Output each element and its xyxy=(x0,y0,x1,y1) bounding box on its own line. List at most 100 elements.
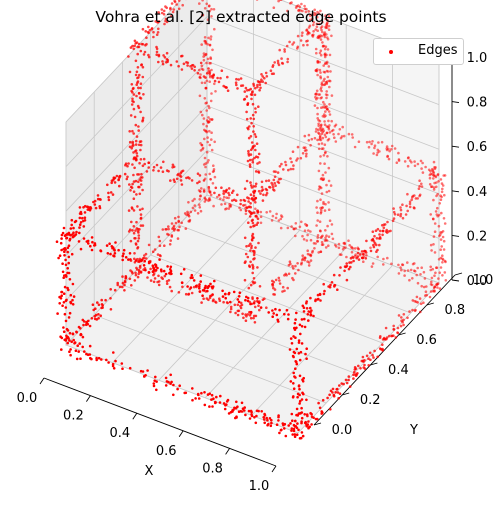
edge-point xyxy=(117,249,120,252)
edge-point xyxy=(372,356,375,359)
edge-point xyxy=(140,64,143,67)
edge-point xyxy=(326,155,329,158)
edge-point xyxy=(355,374,358,377)
edge-point xyxy=(209,178,212,181)
edge-point xyxy=(141,208,144,211)
edge-point xyxy=(137,87,140,90)
y-axis-label: Y xyxy=(409,423,418,438)
edge-point xyxy=(271,315,274,318)
edge-point xyxy=(329,80,332,83)
edge-point xyxy=(71,299,74,302)
edge-point xyxy=(71,253,74,256)
edge-point xyxy=(155,53,158,56)
edge-point xyxy=(434,222,437,225)
edge-point xyxy=(311,251,314,254)
edge-point xyxy=(67,247,70,250)
edge-point xyxy=(227,293,230,296)
edge-point xyxy=(321,241,324,244)
edge-point xyxy=(406,193,409,196)
edge-point xyxy=(318,170,321,173)
edge-point xyxy=(215,396,218,399)
edge-point xyxy=(418,195,421,198)
edge-point xyxy=(65,237,68,240)
edge-point xyxy=(84,219,87,222)
edge-point xyxy=(137,105,140,108)
edge-point xyxy=(372,239,375,242)
edge-point xyxy=(247,221,250,224)
edge-point xyxy=(315,130,318,133)
edge-point xyxy=(402,264,405,267)
edge-point xyxy=(91,249,94,252)
edge-point xyxy=(131,130,134,133)
edge-point xyxy=(298,352,301,355)
edge-point xyxy=(252,281,255,284)
edge-point xyxy=(379,336,382,339)
edge-point xyxy=(256,410,259,413)
edge-point xyxy=(243,409,246,412)
edge-point xyxy=(181,4,184,7)
edge-point xyxy=(171,2,174,5)
edge-point xyxy=(316,107,319,110)
edge-point xyxy=(242,317,245,320)
edge-point xyxy=(247,200,250,203)
edge-point xyxy=(273,61,276,64)
legend-marker xyxy=(389,50,393,54)
edge-point xyxy=(119,175,122,178)
edge-point xyxy=(180,172,183,175)
edge-point xyxy=(409,206,412,209)
edge-point xyxy=(344,246,347,249)
edge-point xyxy=(266,192,269,195)
edge-point xyxy=(272,312,275,315)
edge-point xyxy=(328,103,331,106)
edge-point xyxy=(83,237,86,240)
edge-point xyxy=(400,269,403,272)
edge-point xyxy=(321,81,324,84)
edge-point xyxy=(140,213,143,216)
edge-point xyxy=(123,284,126,287)
edge-point xyxy=(272,287,275,290)
edge-point xyxy=(249,117,252,120)
edge-point xyxy=(160,166,163,169)
x-tick-mark xyxy=(86,396,90,402)
edge-point xyxy=(129,141,132,144)
edge-point xyxy=(134,261,137,264)
edge-point xyxy=(200,210,203,213)
edge-point xyxy=(247,300,250,303)
edge-point xyxy=(62,271,65,274)
edge-point xyxy=(112,363,115,366)
edge-point xyxy=(130,221,133,224)
edge-point xyxy=(331,233,334,236)
edge-point xyxy=(140,82,143,85)
edge-point xyxy=(295,327,298,330)
edge-point xyxy=(163,270,166,273)
edge-point xyxy=(287,227,290,230)
edge-point xyxy=(413,194,416,197)
edge-point xyxy=(69,278,72,281)
edge-point xyxy=(337,391,340,394)
edge-point xyxy=(208,70,211,73)
edge-point xyxy=(138,162,141,165)
edge-point xyxy=(323,34,326,37)
edge-point xyxy=(235,401,238,404)
edge-point xyxy=(221,69,224,72)
edge-point xyxy=(338,243,341,246)
edge-point xyxy=(149,268,152,271)
edge-point xyxy=(199,290,202,293)
x-tick-label: 0.8 xyxy=(202,461,223,476)
edge-point xyxy=(252,222,255,225)
edge-point xyxy=(310,423,313,426)
edge-point xyxy=(270,422,273,425)
edge-point xyxy=(292,356,295,359)
edge-point xyxy=(61,262,64,265)
edge-point xyxy=(306,239,309,242)
edge-point xyxy=(145,36,148,39)
edge-point xyxy=(272,188,275,191)
edge-point xyxy=(307,229,310,232)
edge-point xyxy=(273,182,276,185)
edge-point xyxy=(264,82,267,85)
edge-point xyxy=(252,317,255,320)
edge-point xyxy=(149,29,152,32)
edge-point xyxy=(306,413,309,416)
edge-point xyxy=(198,198,201,201)
edge-point xyxy=(208,405,211,408)
